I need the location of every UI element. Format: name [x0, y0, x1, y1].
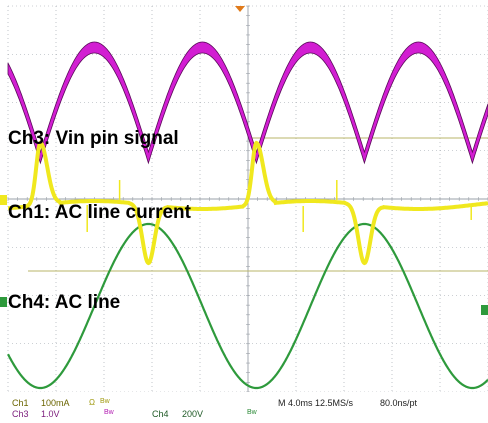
- ch1-coupling: Ω: [89, 398, 95, 407]
- timebase-readout: M 4.0ms 12.5MS/s: [278, 398, 354, 408]
- ch4-scale: 200V: [182, 409, 204, 419]
- ch1-scale: 100mA: [41, 398, 70, 408]
- channel-markers: [0, 6, 488, 315]
- ch1-waveform: [8, 140, 488, 266]
- ch4-bw-badge: Bw: [247, 409, 257, 416]
- ch3-label: Ch3: Vin pin signal: [8, 128, 179, 149]
- resolution-readout: 80.0ns/pt: [380, 398, 418, 408]
- ch1-ground-marker: [0, 195, 7, 205]
- ch1-name: Ch1: [12, 398, 29, 408]
- ch4-name: Ch4: [152, 409, 169, 419]
- readout-bar: Ch1 100mA Ω Bw Ch3 1.0V Bw Ch4 200V Bw M…: [0, 392, 488, 423]
- ch3-trace: [7, 41, 488, 165]
- ch3-bw-badge: Bw: [104, 409, 114, 416]
- ch3-scale: 1.0V: [41, 409, 60, 419]
- ch4-ground-marker: [0, 297, 7, 307]
- ch3-waveform: [7, 41, 488, 165]
- trigger-position-marker: [235, 6, 245, 12]
- ch3-name: Ch3: [12, 409, 29, 419]
- ch4-level-marker: [481, 305, 488, 315]
- ch4-waveform: [7, 222, 488, 390]
- ch1-trace: [8, 140, 488, 266]
- ch1-bw-badge: Bw: [100, 398, 110, 405]
- graticule: [7, 5, 488, 393]
- ch4-label: Ch4: AC line: [8, 292, 121, 313]
- ch1-label: Ch1: AC line current: [8, 202, 191, 223]
- ch4-trace: [7, 222, 488, 390]
